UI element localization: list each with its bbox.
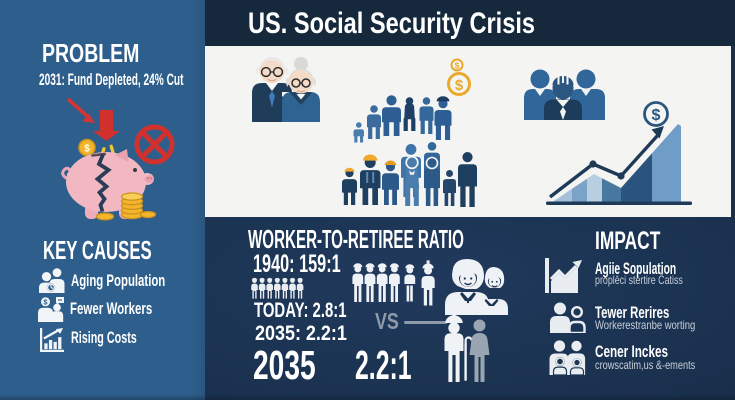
svg-text:$: $ <box>455 61 460 71</box>
svg-text:$: $ <box>84 144 90 155</box>
svg-text:$: $ <box>455 77 464 94</box>
svg-text:$: $ <box>652 107 661 124</box>
svg-text:$: $ <box>43 297 48 306</box>
